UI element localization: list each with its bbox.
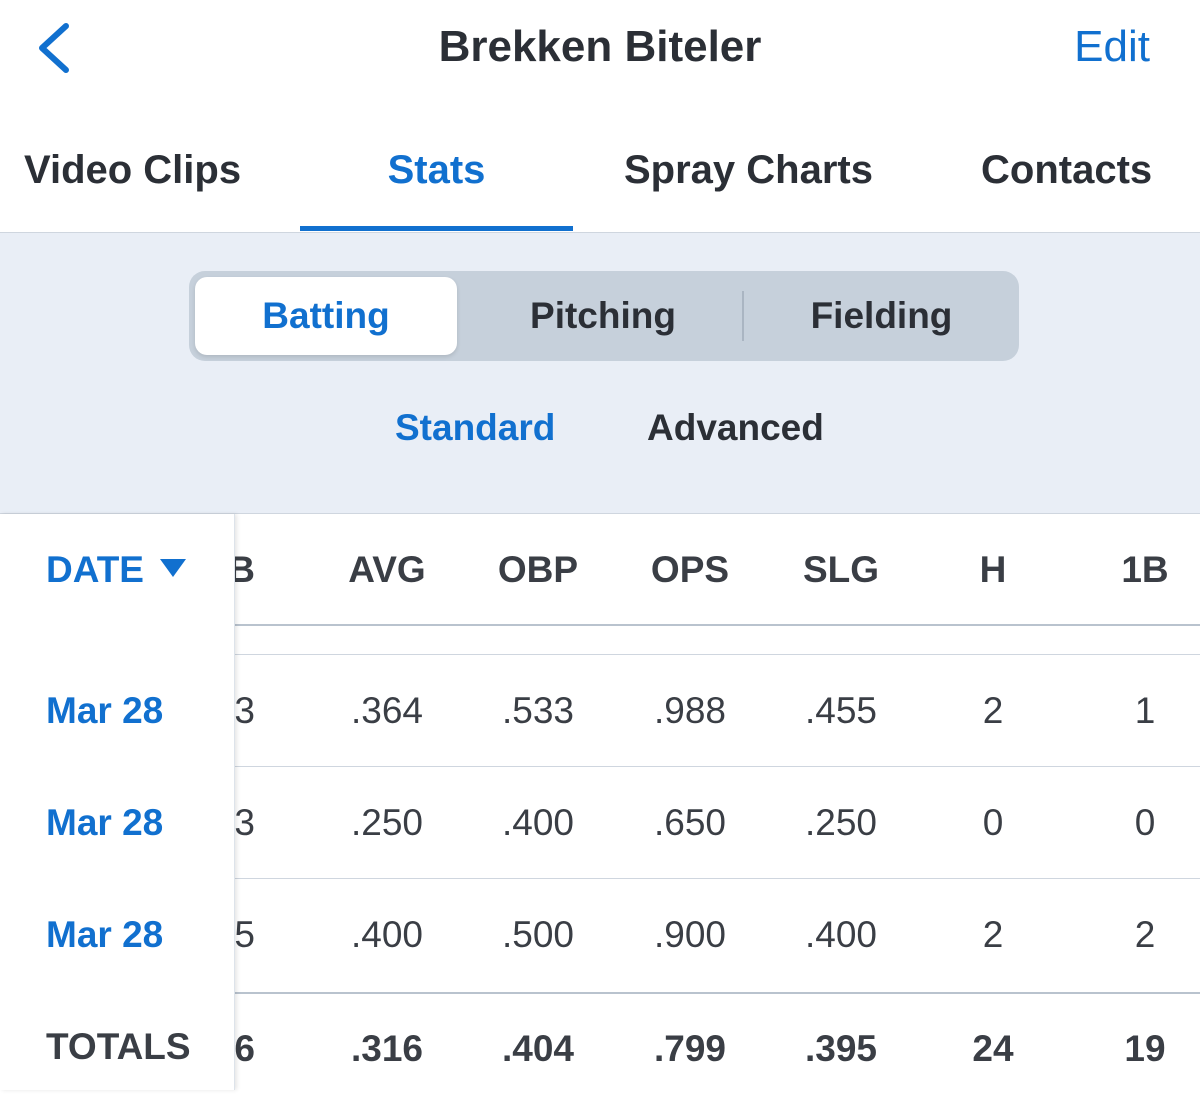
table-row[interactable]: 5 .400 .500 .900 .400 2 2 — [0, 879, 1200, 990]
cell-obp: .533 — [501, 690, 574, 731]
cell-clipped: 5 — [234, 914, 255, 955]
cell-slg: .250 — [804, 802, 877, 843]
cell-clipped: 3 — [234, 802, 255, 843]
totals-h: 24 — [972, 1028, 1014, 1069]
stat-category-segmented-control: Batting Pitching Fielding — [189, 271, 1019, 361]
cell-1b: 1 — [1134, 690, 1156, 731]
chevron-left-icon — [39, 23, 69, 73]
totals-1b: 19 — [1124, 1028, 1166, 1069]
cell-ops: .650 — [653, 802, 726, 843]
active-tab-indicator — [300, 226, 573, 231]
view-standard[interactable]: Standard — [395, 407, 556, 448]
column-header-clipped[interactable]: AB — [233, 549, 255, 590]
totals-obp: .404 — [501, 1028, 574, 1069]
segment-fielding[interactable]: Fielding — [810, 295, 953, 336]
view-advanced[interactable]: Advanced — [647, 407, 824, 448]
tab-stats[interactable]: Stats — [387, 148, 486, 192]
totals-slg: .395 — [804, 1028, 877, 1069]
table-row[interactable]: 3 .364 .533 .988 .455 2 1 — [0, 655, 1200, 767]
edit-button[interactable]: Edit — [1074, 22, 1150, 71]
cell-slg: .455 — [804, 690, 877, 731]
totals-clipped: 6 — [234, 1028, 255, 1069]
cell-h: 2 — [982, 690, 1004, 731]
column-header-1b[interactable]: 1B — [1121, 549, 1169, 590]
cell-ops: .900 — [653, 914, 726, 955]
stats-filter-panel: Batting Pitching Fielding Standard Advan… — [0, 233, 1200, 514]
column-header-avg[interactable]: AVG — [348, 549, 426, 590]
table-header-spacer — [0, 624, 1200, 655]
cell-clipped: 3 — [234, 690, 255, 731]
table-row[interactable]: 3 .250 .400 .650 .250 0 0 — [0, 767, 1200, 879]
back-button[interactable] — [34, 20, 74, 76]
segment-pitching[interactable]: Pitching — [530, 295, 676, 336]
segment-divider — [742, 291, 744, 341]
cell-avg: .250 — [350, 802, 423, 843]
stats-table: AB AVG OBP OPS SLG H 1B 3 .364 .533 .988… — [0, 514, 1200, 1090]
totals-avg: .316 — [350, 1028, 423, 1069]
cell-obp: .500 — [501, 914, 574, 955]
tab-contacts[interactable]: Contacts — [981, 148, 1153, 192]
tab-spray-charts[interactable]: Spray Charts — [624, 148, 873, 192]
cell-slg: .400 — [804, 914, 877, 955]
cell-h: 2 — [982, 914, 1004, 955]
column-header-ops[interactable]: OPS — [650, 549, 730, 590]
tab-bar: Video Clips Stats Spray Charts Contacts — [0, 130, 1200, 233]
segment-batting[interactable]: Batting — [195, 277, 457, 355]
frozen-date-column: DATE Mar 28 Mar 28 Mar 28 TOTALS — [0, 514, 235, 1090]
totals-label: TOTALS — [46, 1026, 191, 1067]
totals-row: 6 .316 .404 .799 .395 24 19 — [0, 992, 1200, 1092]
row-date-link[interactable]: Mar 28 — [46, 690, 164, 731]
column-header-h[interactable]: H — [979, 549, 1007, 590]
cell-1b: 2 — [1134, 914, 1156, 955]
cell-avg: .364 — [350, 690, 423, 731]
sort-descending-icon — [159, 559, 186, 577]
cell-obp: .400 — [501, 802, 574, 843]
cell-ops: .988 — [653, 690, 726, 731]
column-header-obp[interactable]: OBP — [497, 549, 579, 590]
page-title: Brekken Biteler — [438, 22, 762, 71]
cell-h: 0 — [982, 802, 1004, 843]
cell-avg: .400 — [350, 914, 423, 955]
row-date-link[interactable]: Mar 28 — [46, 914, 164, 955]
date-column-header[interactable]: DATE — [46, 514, 186, 626]
cell-1b: 0 — [1134, 802, 1156, 843]
table-header-row: AB AVG OBP OPS SLG H 1B — [0, 514, 1200, 626]
tab-video-clips[interactable]: Video Clips — [24, 148, 242, 192]
totals-ops: .799 — [653, 1028, 726, 1069]
date-header-label: DATE — [46, 549, 144, 590]
column-header-slg[interactable]: SLG — [802, 549, 880, 590]
row-date-link[interactable]: Mar 28 — [46, 802, 164, 843]
navigation-bar: Brekken Biteler Edit — [0, 0, 1200, 95]
